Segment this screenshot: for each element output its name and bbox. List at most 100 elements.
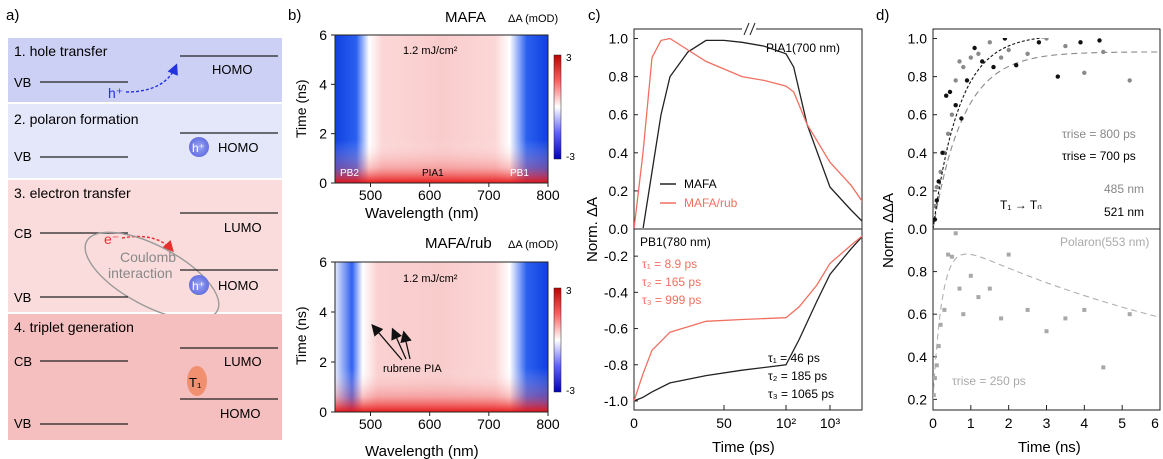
rise-fit-485nm (933, 51, 1160, 228)
rise-point-521nm (964, 78, 970, 83)
rise-point-521nm (1002, 38, 1008, 41)
heatmap-mafa-ticks: 500 600 700 800 0 2 4 6 (319, 27, 560, 203)
panel-d-bottom-ytick-label: 0.2 (908, 391, 928, 407)
rise-point-521nm (934, 198, 939, 203)
heatmap-mafa-xtick-label: 700 (477, 187, 501, 203)
panel-b-label: b) (288, 7, 301, 24)
rubrene-arrow-1 (371, 324, 403, 361)
heatmap-rub-frame (334, 261, 549, 413)
heatmap-mafa-colorbar (553, 54, 562, 160)
panel-c-top-ytick-label: 1.0 (609, 31, 629, 47)
panel-c-bottom-series (634, 235, 862, 402)
panel-d-top-ytick-label: 0.0 (908, 221, 928, 237)
step-2-title: 2. polaron formation (14, 111, 139, 127)
heatmap-mafa-xlabel: Wavelength (nm) (365, 205, 479, 222)
step-1-hole-transfer: 1. hole transfer VB HOMO h⁺ (8, 38, 282, 102)
rise-point-485nm (1082, 70, 1087, 76)
panel-c-xtick-label: 10³ (820, 415, 841, 431)
panel-c-xtick-label: 10² (776, 415, 797, 431)
axis-break-mark-1 (743, 22, 750, 36)
polaron-point (987, 286, 992, 291)
panel-c-top-ytick-label: 0.2 (609, 183, 629, 199)
panel-d-top-ytick-label: 0.8 (908, 69, 928, 85)
panel-c-label: c) (588, 7, 601, 24)
rise-point-485nm (976, 51, 981, 56)
panel-a: a) 1. hole transfer VB HOMO h⁺ 2. polaro… (6, 7, 282, 440)
rise-point-521nm (1097, 38, 1102, 43)
panel-b: b) MAFA ΔA (mOD) 1.2 mJ/cm² PB2 PIA1 PB1… (288, 7, 575, 459)
panel-c-xtick-label: 0 (630, 415, 638, 431)
rise-point-521nm (947, 89, 953, 95)
axis-break-mark-2 (749, 22, 756, 36)
rise-point-521nm (972, 45, 977, 51)
polaron-point (968, 273, 973, 278)
rise-point-521nm (980, 59, 985, 64)
panel-c: c) PIA1(700 nm) PB1(780 nm) Norm. ΔA Tim… (584, 7, 863, 456)
tau-rise-black: τrise = 700 ps (1062, 149, 1136, 163)
step-3-homo-label: HOMO (218, 278, 258, 293)
polaron-point (949, 254, 954, 259)
tau-red-2: τ₂ = 165 ps (642, 275, 701, 289)
legend-label-rub: MAFA/rub (684, 196, 738, 210)
polaron-point (1025, 307, 1030, 312)
panel-d-top-ytick-label: 0.4 (908, 145, 928, 161)
wavelength-black: 521 nm (1104, 205, 1144, 219)
tau-black-2: τ₂ = 185 ps (768, 369, 827, 383)
rubrene-arrow-2 (391, 327, 407, 360)
step-3-coulomb-label-2: interaction (108, 265, 173, 281)
step-1-title: 1. hole transfer (14, 43, 108, 59)
step-1-hole-label: h⁺ (108, 85, 123, 101)
panel-c-ticks: 0.0 0.2 0.4 0.6 0.8 1.0 -0.2 -0.4 -0.6 -0.8 -1.00 5… (604, 31, 841, 431)
heatmap-rub-ylabel: Time (ns) (293, 306, 309, 365)
polaron-title: Polaron(553 nm) (1060, 235, 1149, 249)
heatmap-mafa-cbar-max: 3 (566, 53, 572, 64)
polaron-point (1063, 316, 1068, 321)
heatmap-rub-ticks: 500 600 700 800 0 2 4 6 (319, 254, 560, 432)
rise-point-521nm (1036, 40, 1042, 45)
polaron-point (961, 312, 966, 317)
panel-c-top-ytick-label: 0.8 (609, 69, 629, 85)
wavelength-gray: 485 nm (1104, 182, 1144, 196)
tau-black-3: τ₃ = 1065 ps (768, 387, 834, 401)
step-3-title: 3. electron transfer (14, 185, 131, 201)
panel-d-xlabel: Time (ns) (1018, 439, 1081, 456)
polaron-point (976, 295, 981, 300)
heatmap-mafa-xtick-label: 600 (418, 187, 442, 203)
step-4-triplet-icon (187, 366, 207, 396)
panel-c-bottom-ytick-label: -0.4 (604, 284, 628, 300)
pb1-line-mafa (634, 235, 862, 402)
step-3-polaron-icon (189, 275, 209, 295)
step-4-homo-label: HOMO (220, 406, 260, 421)
polaron-point (934, 363, 939, 368)
heatmap-rub-colorbar (553, 287, 562, 393)
heatmap-mafa-ytick-label: 4 (319, 76, 327, 92)
heatmap-mafa: MAFA ΔA (mOD) 1.2 mJ/cm² PB2 PIA1 PB1 3 … (293, 9, 575, 222)
rise-point-485nm (1063, 43, 1068, 49)
step-3-electron-transfer: 3. electron transfer LUMO CB e⁻ Coulomb … (8, 180, 282, 321)
rise-point-485nm (1101, 49, 1106, 55)
heatmap-rub-xtick-label: 700 (477, 416, 501, 432)
panel-d-xtick-label: 2 (1005, 415, 1013, 431)
heatmap-mafa-fluence: 1.2 mJ/cm² (403, 45, 458, 57)
panel-d-top-ytick-label: 0.2 (908, 183, 928, 199)
heatmap-rub-cbar-min: -3 (566, 386, 575, 397)
heatmap-rub-ytick-label: 0 (319, 404, 327, 420)
tau-black-1: τ₁ = 46 ps (768, 351, 820, 365)
panel-d-top-ytick-label: 0.6 (908, 107, 928, 123)
rise-point-485nm (1127, 78, 1132, 83)
polaron-point (999, 316, 1004, 321)
panel-d: d) Norm. ΔΔA Time (ns) τrise = 800 ps τr… (876, 7, 1161, 456)
heatmap-rub-ytick-label: 2 (319, 354, 327, 370)
rise-point-521nm (959, 116, 964, 121)
polaron-point (1044, 329, 1049, 334)
rise-point-521nm (940, 150, 945, 155)
rise-point-521nm (1014, 62, 1019, 68)
panel-d-xtick-label: 5 (1118, 415, 1126, 431)
legend-label-mafa: MAFA (684, 177, 717, 191)
step-1-background (8, 38, 282, 102)
panel-d-label: d) (876, 7, 889, 24)
rise-point-485nm (1006, 47, 1011, 53)
panel-d-bottom-ytick-label: 0.4 (908, 349, 928, 365)
panel-d-top-ytick-label: 1.0 (908, 31, 928, 47)
rise-point-485nm (998, 55, 1004, 60)
